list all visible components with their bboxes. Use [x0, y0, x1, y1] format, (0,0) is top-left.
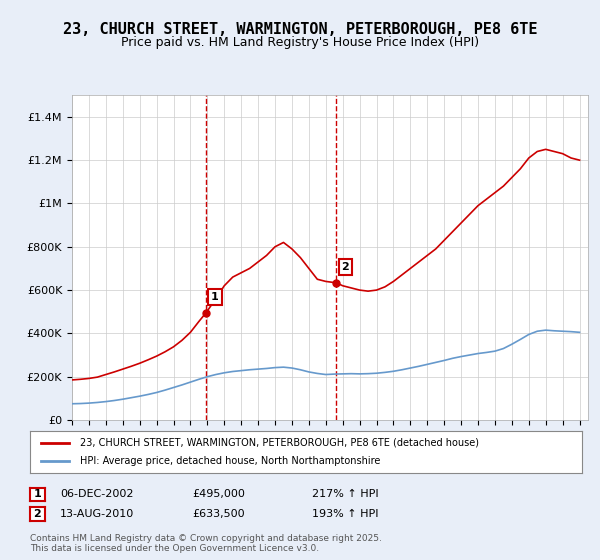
- Text: 1: 1: [34, 489, 41, 500]
- Text: 193% ↑ HPI: 193% ↑ HPI: [312, 509, 379, 519]
- Text: 13-AUG-2010: 13-AUG-2010: [60, 509, 134, 519]
- Text: 06-DEC-2002: 06-DEC-2002: [60, 489, 133, 500]
- Text: Contains HM Land Registry data © Crown copyright and database right 2025.
This d: Contains HM Land Registry data © Crown c…: [30, 534, 382, 553]
- Text: 2: 2: [341, 262, 349, 272]
- Text: 23, CHURCH STREET, WARMINGTON, PETERBOROUGH, PE8 6TE (detached house): 23, CHURCH STREET, WARMINGTON, PETERBORO…: [80, 438, 479, 448]
- Text: HPI: Average price, detached house, North Northamptonshire: HPI: Average price, detached house, Nort…: [80, 456, 380, 466]
- Text: 1: 1: [211, 292, 219, 302]
- Text: £633,500: £633,500: [192, 509, 245, 519]
- Text: 2: 2: [34, 509, 41, 519]
- Text: 217% ↑ HPI: 217% ↑ HPI: [312, 489, 379, 500]
- Text: Price paid vs. HM Land Registry's House Price Index (HPI): Price paid vs. HM Land Registry's House …: [121, 36, 479, 49]
- Text: £495,000: £495,000: [192, 489, 245, 500]
- Text: 23, CHURCH STREET, WARMINGTON, PETERBOROUGH, PE8 6TE: 23, CHURCH STREET, WARMINGTON, PETERBORO…: [63, 22, 537, 38]
